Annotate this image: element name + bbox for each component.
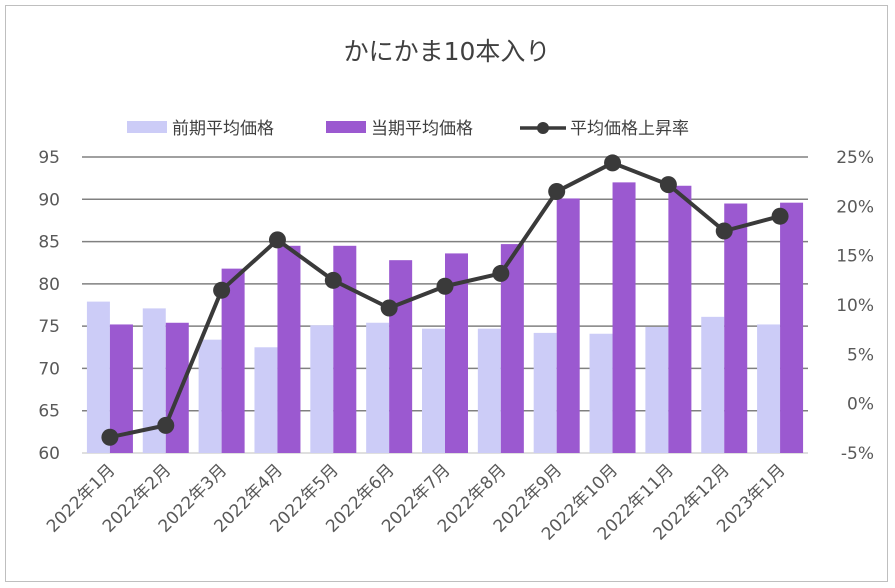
rate-point [380,299,398,317]
bar-curr [221,268,245,453]
rate-point [157,416,175,434]
y-left-tick-label: 95 [38,148,60,168]
y-left-tick-label: 90 [38,190,60,210]
y-right-tick-label: -5% [841,444,874,464]
y-right-tick-label: 25% [836,148,874,168]
rate-line-series [101,154,789,446]
rate-point [604,154,622,172]
y-left-tick-label: 85 [38,233,60,253]
bar-prev [533,332,557,453]
bar-curr [165,322,189,453]
x-axis: 2022年1月2022年2月2022年3月2022年4月2022年5月2022年… [43,460,790,544]
bar-prev [198,339,222,453]
rate-point [548,183,566,201]
rate-point [101,428,119,446]
bar-curr [612,182,636,453]
y-left-tick-label: 75 [38,317,60,337]
y-right-tick-label: 10% [836,296,874,316]
bar-curr [556,198,580,453]
bar-prev [757,324,781,453]
legend: 前期平均価格 当期平均価格 平均価格上昇率 [127,119,689,139]
bar-curr [668,185,692,454]
y-left-axis: 60 65 70 75 80 85 90 95 [38,148,60,464]
legend-label-rate: 平均価格上昇率 [570,119,689,139]
bar-prev [86,301,110,453]
bar-prev [254,347,278,453]
bar-prev [142,308,166,453]
bar-prev [589,333,613,453]
y-right-tick-label: 0% [847,395,874,415]
rate-point [213,281,231,299]
y-right-tick-label: 20% [836,197,874,217]
rate-point [324,271,342,289]
y-right-tick-label: 15% [836,247,874,267]
bar-curr [333,245,357,453]
bar-prev [422,328,445,453]
bar-curr [445,253,468,453]
chart-title: かにかま10本入り [344,37,551,66]
bar-prev [366,322,390,453]
rate-point [771,207,789,225]
bar-curr [500,244,524,453]
bar-curr [277,245,301,453]
rate-point [715,222,733,240]
legend-label-curr: 当期平均価格 [371,119,473,139]
bar-prev [477,328,501,453]
rate-point [436,277,454,295]
bar-curr [389,260,413,453]
rate-point [492,264,510,282]
bar-prev [645,326,669,453]
legend-marker-rate [537,122,549,134]
y-right-tick-label: 5% [847,345,874,365]
bar-prev [310,325,334,453]
bar-curr [780,202,804,453]
bar-curr [724,203,748,453]
legend-swatch-curr [326,121,366,133]
bar-prev [701,316,725,453]
y-right-axis: -5% 0% 5% 10% 15% 20% 25% [836,148,874,464]
y-left-tick-label: 80 [38,275,60,295]
bars-prev-series [86,301,781,453]
y-left-tick-label: 60 [38,444,60,464]
y-left-tick-label: 70 [38,359,60,379]
legend-swatch-prev [127,121,167,133]
y-left-tick-label: 65 [38,402,60,422]
bar-curr [109,324,133,453]
rate-point [268,231,286,249]
rate-point [659,176,677,194]
legend-label-prev: 前期平均価格 [172,119,274,139]
